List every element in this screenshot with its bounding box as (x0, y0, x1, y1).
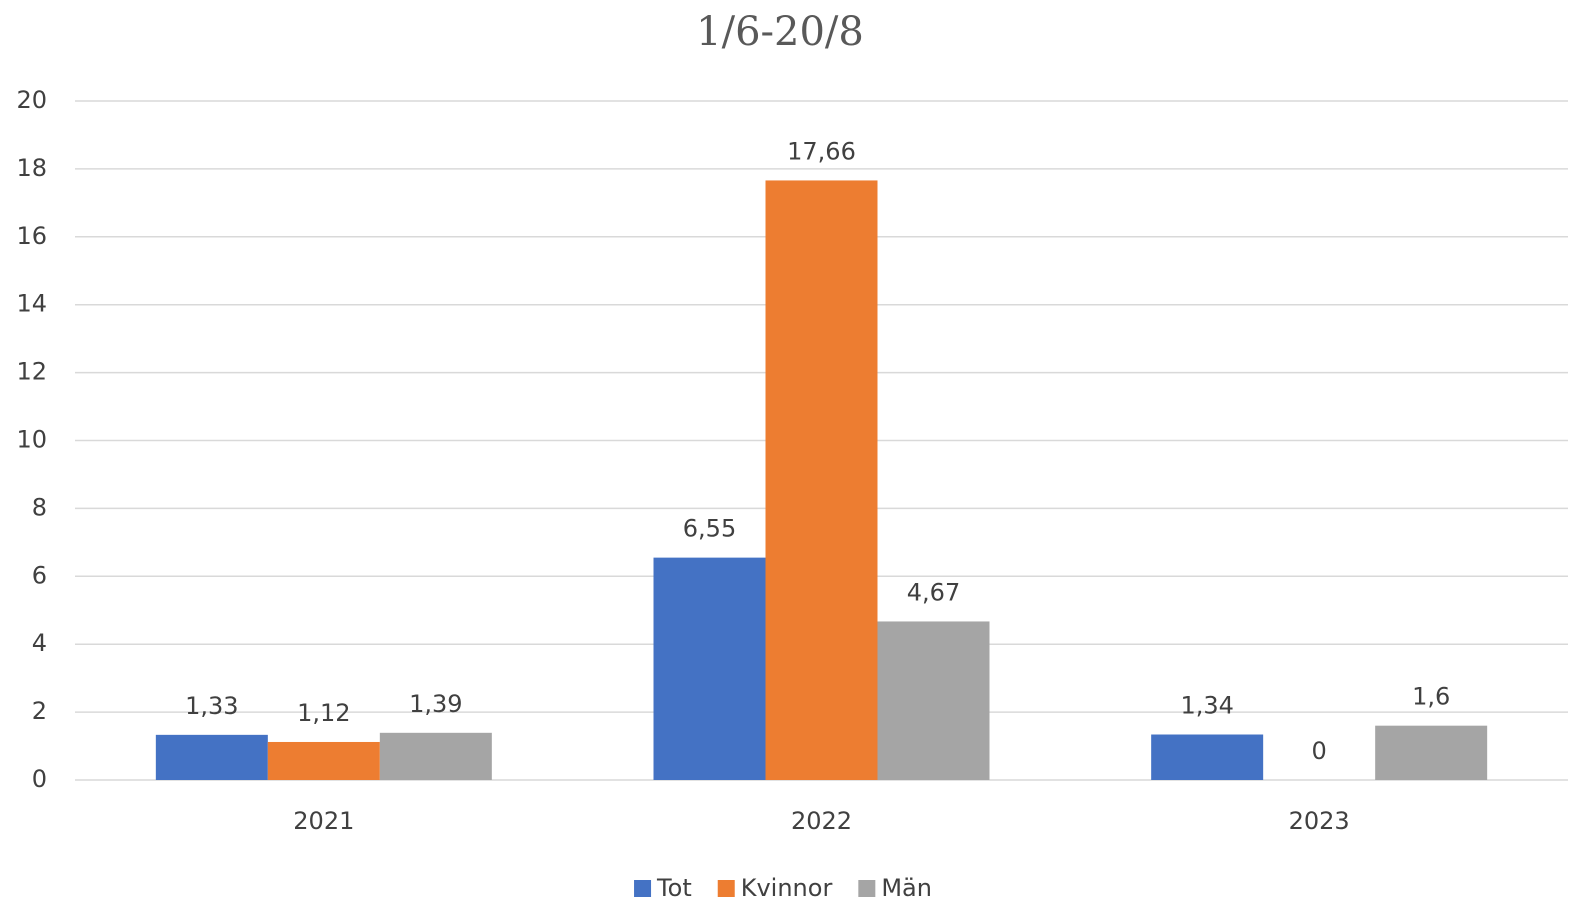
y-tick-label: 6 (32, 561, 47, 589)
y-tick-label: 16 (16, 222, 47, 250)
x-tick-label: 2021 (293, 807, 354, 835)
data-label: 1,12 (297, 699, 350, 727)
bar (268, 742, 380, 780)
bar (766, 180, 878, 780)
y-tick-label: 18 (16, 154, 47, 182)
y-tick-label: 20 (16, 86, 47, 114)
y-tick-label: 10 (16, 426, 47, 454)
legend-swatch (718, 880, 735, 897)
y-tick-label: 8 (32, 493, 47, 521)
chart-title: 1/6-20/8 (696, 9, 864, 55)
legend-swatch (634, 880, 651, 897)
data-label: 4,67 (907, 578, 960, 606)
x-tick-label: 2023 (1289, 807, 1350, 835)
data-label: 17,66 (787, 137, 856, 165)
x-tick-label: 2022 (791, 807, 852, 835)
legend-label: Män (881, 874, 932, 902)
legend-label: Kvinnor (741, 874, 833, 902)
bar (1151, 735, 1263, 780)
data-label: 0 (1312, 737, 1327, 765)
y-tick-label: 14 (16, 290, 47, 318)
y-tick-label: 2 (32, 697, 47, 725)
data-label: 1,39 (409, 690, 462, 718)
bar (654, 558, 766, 780)
chart: 1/6-20/8 0 2 4 6 8 10 12 14 16 18 20 2021 1,33 1,12 1,… (0, 0, 1585, 911)
y-tick-label: 0 (32, 765, 47, 793)
y-tick-label: 4 (32, 629, 47, 657)
bar (1375, 726, 1487, 780)
bar (380, 733, 492, 780)
data-label: 1,34 (1180, 692, 1233, 720)
bar (156, 735, 268, 780)
data-label: 6,55 (683, 515, 736, 543)
bar (878, 621, 990, 780)
data-label: 1,33 (185, 692, 238, 720)
data-label: 1,6 (1412, 683, 1450, 711)
legend-swatch (858, 880, 875, 897)
y-tick-label: 12 (16, 358, 47, 386)
legend-label: Tot (656, 874, 692, 902)
